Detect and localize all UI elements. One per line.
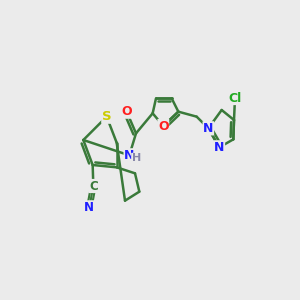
Text: N: N — [203, 122, 214, 135]
Text: Cl: Cl — [228, 92, 242, 104]
Text: N: N — [124, 149, 134, 162]
Text: C: C — [89, 179, 98, 193]
Text: S: S — [102, 110, 112, 123]
Text: H: H — [132, 153, 141, 163]
Text: O: O — [158, 119, 169, 133]
Text: N: N — [84, 201, 94, 214]
Text: N: N — [214, 141, 224, 154]
Text: O: O — [122, 105, 132, 118]
